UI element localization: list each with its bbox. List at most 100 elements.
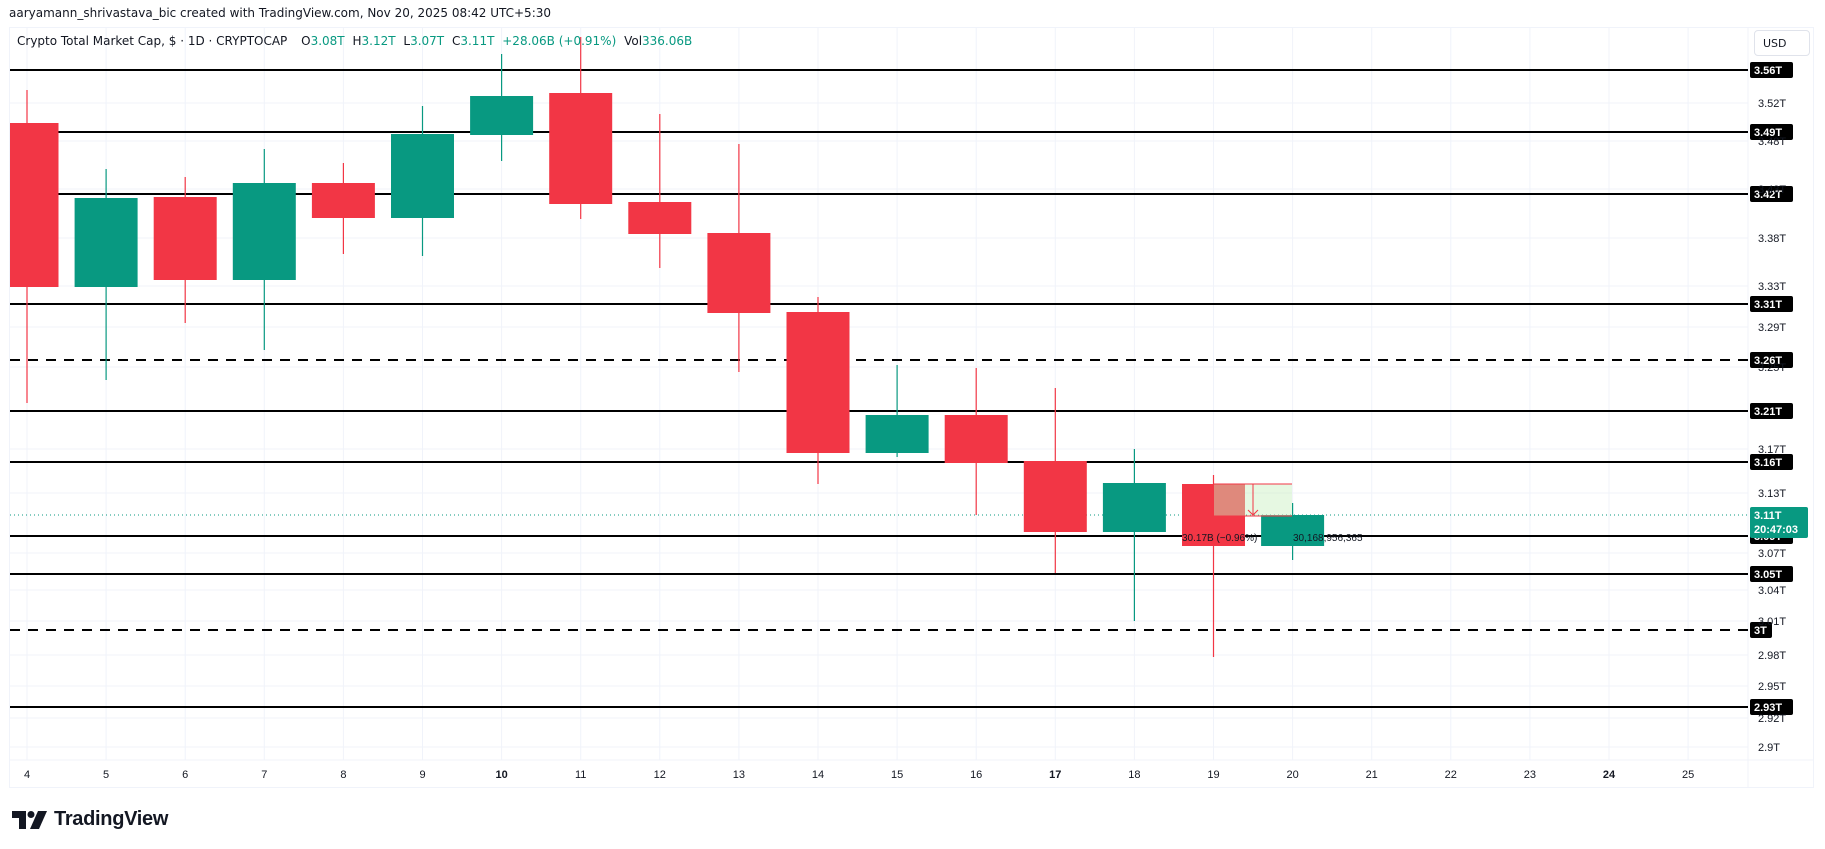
candle-19[interactable] [1182, 475, 1245, 657]
chart-credit: aaryamann_shrivastava_bic created with T… [9, 6, 552, 20]
price-range-measurement[interactable]: 30.17B (−0.96%) 30,168,956,365 [1182, 483, 1363, 544]
candle-18[interactable] [1102, 449, 1166, 621]
price-tick: 3.48T [1758, 136, 1786, 148]
svg-text:20:47:03: 20:47:03 [1754, 524, 1798, 536]
level-label [1750, 403, 1793, 419]
candle-6[interactable] [153, 177, 217, 323]
date-tick: 8 [340, 769, 346, 781]
open-value: 3.08T [310, 34, 345, 48]
level-label [1750, 454, 1793, 470]
price-tick: 2.95T [1758, 681, 1786, 693]
grid [10, 28, 1814, 788]
candle-10[interactable] [470, 54, 534, 161]
date-tick: 7 [261, 769, 267, 781]
candle-12[interactable] [628, 114, 692, 268]
low-value: 3.07T [410, 34, 445, 48]
candle-17[interactable] [1023, 388, 1087, 573]
volume-value: 336.06B [642, 34, 693, 48]
date-tick: 21 [1366, 769, 1378, 781]
price-tick: 3.17T [1758, 444, 1786, 456]
date-tick: 20 [1286, 769, 1298, 781]
level-label [1750, 186, 1793, 202]
date-tick: 10 [495, 769, 507, 781]
price-tick: 2.9T [1758, 742, 1780, 754]
price-tick: 3.07T [1758, 548, 1786, 560]
chart-legend: Crypto Total Market Cap, $ · 1D · CRYPTO… [17, 34, 693, 48]
svg-text:3.42T: 3.42T [1754, 189, 1782, 201]
tradingview-logo[interactable]: TradingView [12, 808, 168, 831]
candle-11[interactable] [549, 37, 613, 219]
svg-text:3.31T: 3.31T [1754, 299, 1782, 311]
date-tick: 14 [812, 769, 824, 781]
date-tick: 17 [1049, 769, 1061, 781]
date-tick: 5 [103, 769, 109, 781]
price-tick: 3.29T [1758, 322, 1786, 334]
level-label [1750, 622, 1772, 638]
date-tick: 25 [1682, 769, 1694, 781]
high-value: 3.12T [361, 34, 396, 48]
date-tick: 16 [970, 769, 982, 781]
change-value: +28.06B (+0.91%) [502, 34, 617, 48]
candle-20[interactable] [1261, 503, 1325, 560]
level-label [1750, 699, 1793, 715]
price-tick: 3.33T [1758, 281, 1786, 293]
svg-text:2.93T: 2.93T [1754, 702, 1782, 714]
price-tick: 3.01T [1758, 616, 1786, 628]
close-value: 3.11T [460, 34, 495, 48]
price-tick: 2.98T [1758, 650, 1786, 662]
chart-frame [9, 27, 1814, 788]
svg-text:3T: 3T [1754, 625, 1767, 637]
price-tick: 3.52T [1758, 98, 1786, 110]
svg-text:3.11T: 3.11T [1754, 510, 1782, 522]
date-tick: 11 [575, 769, 586, 781]
svg-text:3.16T: 3.16T [1754, 457, 1782, 469]
svg-text:3.21T: 3.21T [1754, 406, 1782, 418]
price-axis[interactable]: 3.52T 3.48T 3.43T 3.38T 3.33T 3.29T 3.25T 3.17T… [1758, 98, 1786, 754]
date-tick: 22 [1445, 769, 1457, 781]
candles[interactable] [10, 37, 1325, 657]
current-price-label: 3.11T 20:47:03 [1750, 507, 1808, 538]
brand-name: TradingView [54, 808, 169, 830]
measurement-value-label: 30,168,956,365 [1293, 533, 1363, 544]
price-tick: 3.25T [1758, 362, 1786, 374]
date-tick: 19 [1207, 769, 1219, 781]
date-tick: 4 [24, 769, 30, 781]
horizontal-levels[interactable]: 3.56T3.49T3.42T3.31T3.26T3.21T3.16T3.09T… [10, 62, 1793, 715]
candle-13[interactable] [707, 144, 771, 372]
tradingview-logo-icon [12, 810, 47, 829]
date-tick: 18 [1128, 769, 1140, 781]
price-tick: 3.13T [1758, 488, 1786, 500]
date-tick: 13 [733, 769, 745, 781]
candle-7[interactable] [232, 149, 296, 350]
time-axis[interactable]: 4 5 6 7 8 9 10 11 12 13 14 15 16 17 18 19 20 21 22 23 24 25 [24, 769, 1694, 781]
symbol-title[interactable]: Crypto Total Market Cap, $ · 1D · CRYPTO… [17, 34, 288, 48]
svg-text:3.26T: 3.26T [1754, 355, 1782, 367]
date-tick: 23 [1524, 769, 1536, 781]
candle-4[interactable] [10, 90, 59, 403]
date-tick: 6 [182, 769, 188, 781]
price-tick: 3.04T [1758, 585, 1786, 597]
candle-5[interactable] [74, 169, 138, 380]
candle-15[interactable] [865, 365, 929, 457]
date-tick: 24 [1603, 769, 1616, 781]
price-tick: 3.43T [1758, 184, 1786, 196]
level-label [1750, 124, 1793, 140]
level-label [1750, 62, 1793, 78]
date-tick: 15 [891, 769, 903, 781]
svg-text:3.56T: 3.56T [1754, 65, 1782, 77]
level-label [1750, 296, 1793, 312]
date-tick: 9 [419, 769, 425, 781]
level-label [1750, 352, 1793, 368]
svg-text:3.05T: 3.05T [1754, 569, 1782, 581]
currency-button[interactable]: USD [1754, 30, 1810, 56]
candle-8[interactable] [311, 163, 375, 254]
level-label [1750, 566, 1793, 582]
measurement-change-label: 30.17B (−0.96%) [1182, 533, 1257, 544]
svg-text:3.49T: 3.49T [1754, 127, 1782, 139]
price-tick: 3.38T [1758, 233, 1786, 245]
price-tick: 2.92T [1758, 713, 1786, 725]
candle-16[interactable] [944, 368, 1008, 515]
candle-14[interactable] [786, 297, 850, 484]
candle-9[interactable] [391, 106, 454, 256]
